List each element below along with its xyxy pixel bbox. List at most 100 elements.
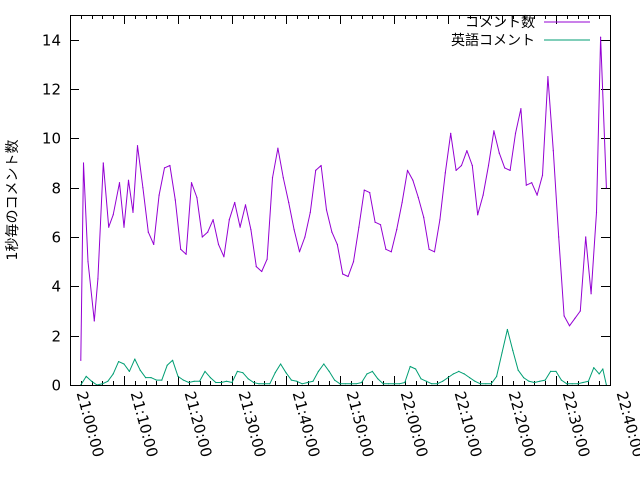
data-point-series-1 <box>602 368 604 370</box>
data-point-series-0 <box>482 194 484 196</box>
data-point-series-1 <box>307 381 309 384</box>
data-point-series-1 <box>231 381 233 384</box>
y-tick-label: 10 <box>42 130 61 148</box>
data-point-series-0 <box>158 194 160 196</box>
data-point-series-0 <box>605 187 608 189</box>
data-point-series-1 <box>280 363 282 365</box>
data-point-series-0 <box>142 187 144 189</box>
data-point-series-0 <box>487 164 490 167</box>
data-point-series-0 <box>97 278 99 280</box>
data-point-series-0 <box>428 248 430 250</box>
data-point-series-1 <box>107 380 109 382</box>
y-tick-label: 2 <box>51 328 61 346</box>
data-point-series-0 <box>423 216 425 218</box>
data-point-series-1 <box>323 363 325 365</box>
data-point-series-1 <box>506 328 508 331</box>
data-point-series-0 <box>190 182 193 184</box>
data-point-series-0 <box>112 214 114 216</box>
data-point-series-0 <box>331 231 333 233</box>
data-point-series-0 <box>293 229 295 231</box>
data-point-series-0 <box>266 258 268 260</box>
data-point-series-1 <box>172 359 174 361</box>
data-point-series-0 <box>477 214 479 216</box>
data-point-series-0 <box>352 261 355 263</box>
data-point-series-1 <box>447 377 449 379</box>
data-point-series-0 <box>196 196 198 199</box>
data-point-series-1 <box>371 370 373 372</box>
data-point-series-1 <box>550 370 552 372</box>
data-point-series-1 <box>523 377 525 379</box>
data-point-series-0 <box>450 132 452 134</box>
data-point-series-1 <box>593 367 595 369</box>
data-point-series-0 <box>277 147 279 149</box>
data-point-series-0 <box>271 177 274 179</box>
data-point-series-0 <box>433 251 436 253</box>
data-point-series-1 <box>258 383 260 385</box>
data-point-series-1 <box>155 379 157 381</box>
data-point-series-0 <box>574 317 576 319</box>
data-point-series-1 <box>209 377 211 379</box>
data-point-series-0 <box>342 273 344 275</box>
data-point-series-0 <box>239 226 241 228</box>
data-point-series-0 <box>102 162 104 164</box>
data-point-series-0 <box>80 359 82 361</box>
data-point-series-1 <box>193 380 195 382</box>
data-point-series-0 <box>493 130 495 132</box>
data-point-series-1 <box>334 379 336 381</box>
data-point-series-1 <box>312 380 314 382</box>
data-point-series-0 <box>600 36 602 38</box>
data-point-series-0 <box>374 221 376 223</box>
y-axis-label: 1秒毎のコメント数 <box>5 140 21 261</box>
data-point-series-0 <box>217 243 220 245</box>
data-point-series-1 <box>101 383 103 385</box>
data-point-series-1 <box>85 375 87 377</box>
data-point-series-0 <box>304 236 306 238</box>
legend: コメント数 英語コメント <box>451 15 590 49</box>
data-point-series-0 <box>396 229 398 231</box>
plot-frame <box>70 15 611 386</box>
data-point-series-1 <box>598 373 600 375</box>
data-point-series-1 <box>452 373 454 375</box>
data-point-series-0 <box>207 231 209 233</box>
data-point-series-0 <box>325 209 328 211</box>
data-point-series-1 <box>496 375 498 377</box>
data-point-series-0 <box>288 201 290 204</box>
data-point-series-0 <box>87 261 89 263</box>
data-point-series-1 <box>409 365 411 368</box>
data-point-series-1 <box>544 379 546 381</box>
data-point-series-0 <box>127 179 130 181</box>
data-point-series-1 <box>215 381 217 384</box>
y-tick-label: 0 <box>51 377 61 395</box>
data-point-series-0 <box>536 194 538 196</box>
data-point-series-1 <box>463 373 465 375</box>
data-point-series-0 <box>498 152 500 154</box>
data-point-series-0 <box>460 164 463 167</box>
data-point-series-0 <box>123 226 125 228</box>
data-point-series-0 <box>255 266 257 268</box>
data-point-series-0 <box>552 150 554 152</box>
data-point-series-0 <box>390 251 392 253</box>
data-point-series-1 <box>382 383 384 385</box>
data-point-series-0 <box>153 243 155 245</box>
data-point-series-0 <box>509 169 511 171</box>
data-point-series-1 <box>577 383 579 385</box>
data-point-series-0 <box>444 172 446 174</box>
data-point-series-0 <box>261 270 263 273</box>
data-point-series-0 <box>163 167 166 169</box>
data-point-series-1 <box>285 372 287 374</box>
data-point-series-1 <box>404 381 406 384</box>
data-point-series-0 <box>185 253 187 255</box>
series-line-0 <box>80 36 607 361</box>
data-point-series-1 <box>528 380 530 382</box>
data-point-series-0 <box>466 150 468 152</box>
data-point-series-1 <box>474 380 476 382</box>
data-point-series-1 <box>269 383 271 385</box>
data-point-series-1 <box>501 352 503 354</box>
data-point-series-1 <box>388 383 390 385</box>
data-point-series-1 <box>571 383 573 385</box>
data-point-series-0 <box>347 275 349 278</box>
data-point-series-0 <box>108 226 110 228</box>
data-point-series-0 <box>358 226 360 228</box>
data-point-series-1 <box>582 381 584 384</box>
